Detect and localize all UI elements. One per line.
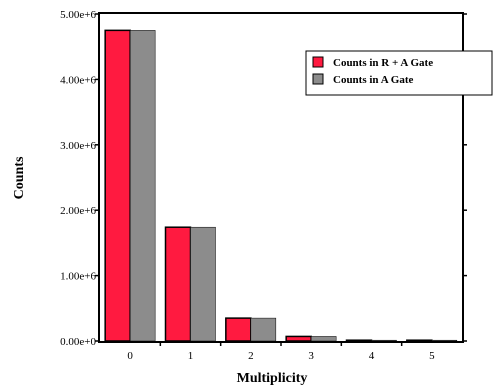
legend-label-series-2: Counts in A Gate bbox=[333, 74, 413, 86]
x-tick-label: 4 bbox=[369, 350, 375, 362]
x-axis-title: Multiplicity bbox=[237, 371, 308, 386]
y-tick-label: 2.00e+6 bbox=[60, 205, 96, 217]
bar-series-2-cat-2 bbox=[250, 317, 277, 342]
y-axis-title: Counts bbox=[12, 156, 27, 199]
x-tick-label: 1 bbox=[188, 350, 194, 362]
y-tick-label: 3.00e+6 bbox=[60, 140, 96, 152]
bar-series-1-cat-5 bbox=[406, 339, 433, 342]
x-tick-label: 0 bbox=[127, 350, 133, 362]
bar-series-1-cat-4 bbox=[345, 339, 373, 342]
ticks-layer: 0.00e+0 1.00e+6 2.00e+6 3.00e+6 4.00e+6 5.00e… bbox=[60, 9, 467, 362]
legend: Counts in R + A Gate Counts in A Gate bbox=[305, 50, 493, 96]
legend-label-series-1: Counts in R + A Gate bbox=[333, 57, 433, 69]
bar-series-2-cat-3 bbox=[310, 336, 337, 342]
y-tick-label: 4.00e+6 bbox=[60, 74, 96, 86]
bar-series-2-cat-5 bbox=[431, 339, 458, 342]
bar-series-1-cat-3 bbox=[285, 335, 312, 342]
bar-series-2-cat-4 bbox=[371, 339, 397, 342]
bars-layer bbox=[104, 29, 458, 342]
x-tick-label: 5 bbox=[429, 350, 435, 362]
y-tick-label: 1.00e+6 bbox=[60, 271, 96, 283]
bar-series-1-cat-0 bbox=[104, 29, 131, 342]
x-tick-label: 2 bbox=[248, 350, 254, 362]
bar-series-2-cat-1 bbox=[190, 226, 216, 342]
bar-series-2-cat-0 bbox=[129, 30, 156, 342]
x-tick-label: 3 bbox=[308, 350, 314, 362]
y-tick-label: 0.00e+0 bbox=[60, 336, 96, 348]
legend-swatch-series-1 bbox=[312, 56, 324, 68]
legend-box bbox=[305, 50, 493, 96]
bar-series-1-cat-1 bbox=[164, 226, 192, 342]
legend-swatch-series-2 bbox=[312, 73, 324, 85]
y-tick-label: 5.00e+6 bbox=[60, 9, 96, 21]
bar-series-1-cat-2 bbox=[225, 317, 252, 342]
